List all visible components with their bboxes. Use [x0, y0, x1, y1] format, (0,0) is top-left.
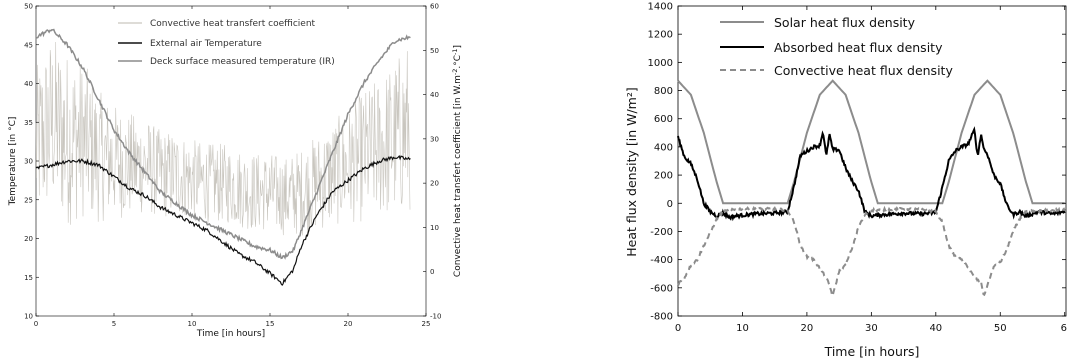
- left-x-tick-label: 5: [112, 320, 116, 328]
- right-plot-frame: [677, 5, 1067, 317]
- left-y-tick-label: 40: [24, 80, 33, 88]
- left-y2-ticks: -10 0 10 20 30 40 50 60: [423, 3, 441, 321]
- right-legend-label-solar: Solar heat flux density: [774, 15, 916, 30]
- left-series-deck-temperature-line: [35, 28, 411, 260]
- right-y-tick-label: -200: [650, 227, 673, 238]
- right-y-tick-label: 1000: [648, 58, 673, 69]
- left-series-air-temperature-line: [35, 154, 411, 286]
- right-x-tick-label: 30: [865, 323, 878, 334]
- right-series-absorbed-line: [677, 126, 1066, 222]
- left-y2-tick-label: 40: [430, 91, 439, 99]
- right-chart: 0 10 20 30 40 50 6 -800 -600 -400 -200 0 200 400 600 8…: [624, 2, 1067, 360]
- left-y2-tick-label: 10: [430, 224, 439, 232]
- left-y-tick-label: 25: [24, 196, 33, 204]
- left-x-tick-label: 20: [344, 320, 353, 328]
- right-x-tick-label: 20: [801, 323, 814, 334]
- left-x-tick-label: 0: [34, 320, 38, 328]
- left-y-tick-label: 50: [24, 3, 33, 11]
- right-y-tick-label: -800: [650, 312, 673, 323]
- left-y-tick-label: 10: [24, 313, 33, 321]
- left-y-tick-label: 15: [24, 274, 33, 282]
- right-y-label: Heat flux density [in W/m²]: [624, 87, 639, 256]
- right-legend-label-absorbed: Absorbed heat flux density: [774, 40, 943, 55]
- left-y-tick-label: 30: [24, 158, 33, 166]
- right-series-solar-line: [677, 79, 1065, 205]
- left-y-tick-label: 45: [24, 41, 33, 49]
- right-series-layer: [677, 79, 1066, 299]
- left-y-tick-label: 35: [24, 119, 33, 127]
- right-y-ticks: -800 -600 -400 -200 0 200 400 600 800 1000 1200 140…: [648, 2, 1066, 323]
- right-y-tick-label: 800: [654, 86, 673, 97]
- left-y-tick-label: 20: [24, 235, 33, 243]
- right-legend-label-convective: Convective heat flux density: [774, 63, 953, 78]
- right-x-label: Time [in hours]: [824, 344, 920, 359]
- right-x-tick-label: 50: [994, 323, 1007, 334]
- right-y-tick-label: -400: [650, 255, 673, 266]
- right-x-tick-label: 0: [675, 323, 681, 334]
- right-x-tick-label: 6: [1061, 323, 1067, 334]
- left-y-label: Temperature [in °C]: [8, 117, 18, 207]
- left-y2-tick-label: 0: [430, 268, 434, 276]
- left-y2-tick-label: 60: [430, 3, 439, 11]
- right-y-tick-label: 600: [654, 114, 673, 125]
- right-y-tick-label: 1400: [648, 2, 673, 13]
- left-x-ticks: 0 5 10 15 20 25: [34, 6, 431, 328]
- left-x-tick-label: 10: [188, 320, 197, 328]
- left-legend-label-convective: Convective heat transfert coefficient: [150, 19, 316, 29]
- left-y2-label: Convective heat transfert coefficient [i…: [451, 45, 463, 277]
- right-x-ticks: 0 10 20 30 40 50 6: [675, 6, 1067, 334]
- right-series-convective-line: [677, 205, 1066, 299]
- left-series-convective-coefficient-line: [35, 41, 411, 236]
- left-x-tick-label: 25: [422, 320, 431, 328]
- left-x-tick-label: 15: [266, 320, 275, 328]
- left-legend-label-deck: Deck surface measured temperature (IR): [150, 57, 335, 67]
- right-y-tick-label: -600: [650, 283, 673, 294]
- left-legend: Convective heat transfert coefficient Ex…: [118, 19, 335, 67]
- right-y-tick-label: 200: [654, 171, 673, 182]
- left-y2-tick-label: 20: [430, 180, 439, 188]
- left-x-label: Time [in hours]: [196, 329, 265, 339]
- right-y-tick-label: 1200: [648, 30, 673, 41]
- left-y2-tick-label: 50: [430, 47, 439, 55]
- right-legend: Solar heat flux density Absorbed heat fl…: [720, 15, 953, 78]
- right-y-tick-label: 0: [667, 199, 673, 210]
- right-x-tick-label: 40: [929, 323, 942, 334]
- right-x-tick-label: 10: [736, 323, 749, 334]
- left-y2-tick-label: -10: [430, 313, 441, 321]
- left-series-layer: [35, 28, 411, 286]
- left-y2-tick-label: 30: [430, 135, 439, 143]
- left-y-ticks: 10 15 20 25 30 35 40 45 50: [24, 3, 39, 321]
- right-y-tick-label: 400: [654, 142, 673, 153]
- left-legend-label-air: External air Temperature: [150, 39, 262, 49]
